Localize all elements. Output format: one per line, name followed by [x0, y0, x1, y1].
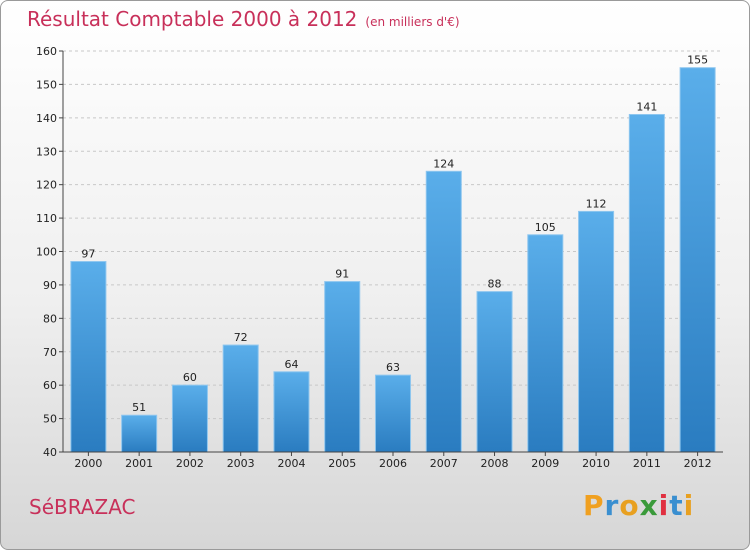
x-tick-label-2010: 2010 — [582, 457, 610, 470]
chart-title: Résultat Comptable 2000 à 2012 (en millie… — [27, 7, 460, 31]
value-label-2008: 88 — [488, 278, 502, 291]
bar-2000 — [70, 261, 107, 453]
bar-2009 — [527, 234, 564, 453]
y-tick-label: 150 — [36, 78, 57, 91]
value-label-2001: 51 — [132, 401, 146, 414]
value-label-2000: 97 — [81, 248, 95, 261]
y-tick-label: 50 — [43, 413, 57, 426]
y-tick-label: 40 — [43, 446, 57, 459]
y-tick-label: 90 — [43, 279, 57, 292]
value-label-2005: 91 — [335, 268, 349, 281]
logo-letter: i — [658, 489, 670, 522]
x-tick-label-2002: 2002 — [176, 457, 204, 470]
y-tick-label: 120 — [36, 179, 57, 192]
x-tick-label-2011: 2011 — [633, 457, 661, 470]
logo-letter: r — [604, 489, 620, 522]
chart-subtitle: (en milliers d'€) — [365, 15, 460, 29]
x-tick-label-2001: 2001 — [125, 457, 153, 470]
y-tick-label: 160 — [36, 45, 57, 58]
value-label-2002: 60 — [183, 371, 197, 384]
logo-letter: i — [683, 489, 695, 522]
value-label-2004: 64 — [284, 358, 298, 371]
proxiti-logo: Proxiti — [583, 489, 694, 522]
logo-letter: x — [639, 489, 659, 522]
y-tick-label: 100 — [36, 246, 57, 259]
bar-2012 — [679, 67, 716, 453]
bar-2007 — [425, 170, 462, 453]
bar-2010 — [578, 210, 615, 453]
value-label-2011: 141 — [636, 100, 657, 113]
value-label-2006: 63 — [386, 361, 400, 374]
x-tick-label-2006: 2006 — [379, 457, 407, 470]
commune-name: SéBRAZAC — [29, 495, 136, 519]
value-label-2007: 124 — [433, 157, 454, 170]
x-tick-label-2003: 2003 — [227, 457, 255, 470]
axes: 40 50 60 70 80 90 100 110 120 130 140 150 160 2000 200… — [36, 45, 723, 470]
x-tick-label-2005: 2005 — [328, 457, 356, 470]
value-label-2010: 112 — [586, 197, 607, 210]
y-tick-label: 60 — [43, 379, 57, 392]
y-tick-label: 140 — [36, 112, 57, 125]
bar-2002 — [171, 384, 208, 453]
y-tick-label: 110 — [36, 212, 57, 225]
x-tick-label-2008: 2008 — [481, 457, 509, 470]
x-tick-label-2009: 2009 — [531, 457, 559, 470]
bars: 97 51 60 72 64 91 63 124 88 105 112 141 155 — [70, 54, 716, 453]
bar-2003 — [222, 344, 259, 453]
logo-letter: o — [619, 489, 640, 522]
bar-2001 — [121, 414, 158, 453]
y-tick-label: 130 — [36, 145, 57, 158]
logo-letter: P — [583, 489, 605, 522]
x-tick-label-2000: 2000 — [74, 457, 102, 470]
bar-2004 — [273, 371, 310, 453]
value-label-2012: 155 — [687, 54, 708, 67]
bar-2005 — [324, 281, 361, 453]
x-tick-label-2012: 2012 — [684, 457, 712, 470]
y-tick-label: 80 — [43, 312, 57, 325]
bar-2008 — [476, 291, 513, 453]
value-label-2009: 105 — [535, 221, 556, 234]
logo-letter: t — [669, 489, 684, 522]
value-label-2003: 72 — [234, 331, 248, 344]
x-tick-label-2007: 2007 — [430, 457, 458, 470]
bar-2006 — [374, 374, 412, 453]
bar-2011 — [628, 113, 665, 453]
y-tick-label: 70 — [43, 346, 57, 359]
x-tick-label-2004: 2004 — [277, 457, 305, 470]
